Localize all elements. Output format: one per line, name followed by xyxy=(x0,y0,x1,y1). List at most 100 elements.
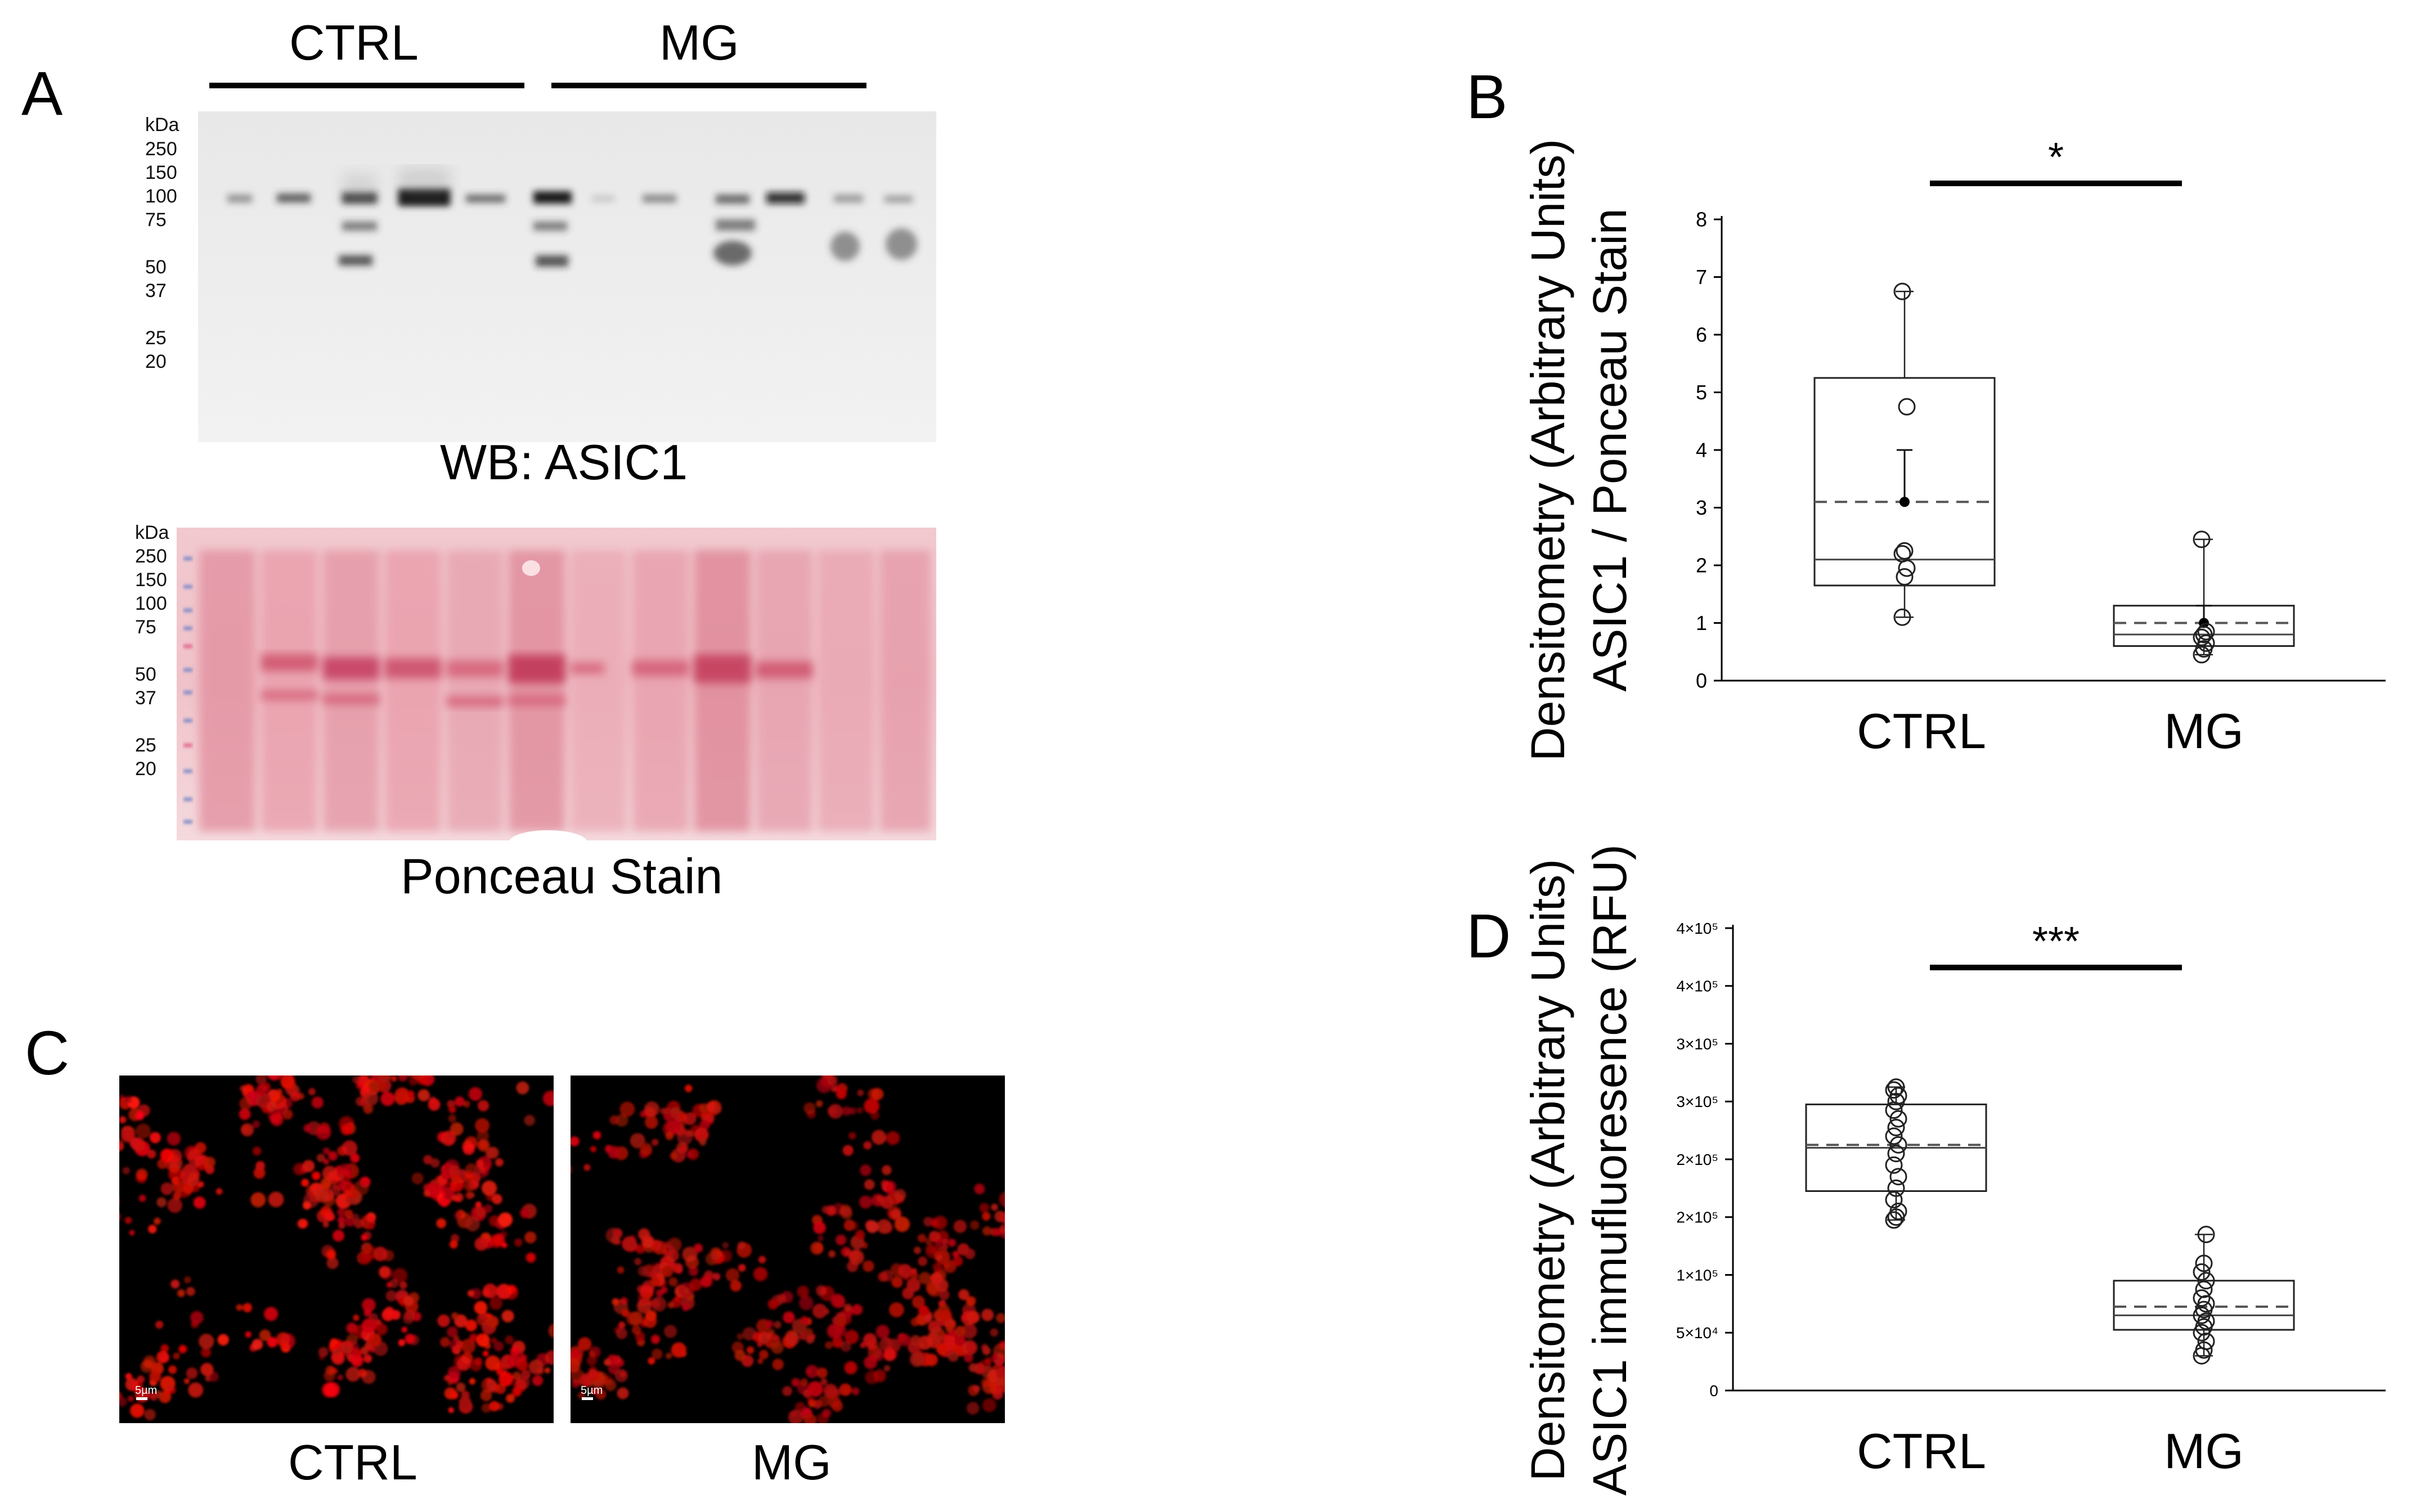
cell-speckle xyxy=(327,1151,338,1161)
cell-speckle xyxy=(841,1207,853,1220)
cell-speckle xyxy=(411,1172,424,1185)
box-rect xyxy=(1813,377,1996,587)
cell-speckle xyxy=(816,1367,828,1379)
western-blot-image xyxy=(198,111,936,442)
cell-speckle xyxy=(489,1297,502,1310)
cell-speckle xyxy=(688,1130,694,1137)
ponceau-marker-75: 75 xyxy=(135,616,156,638)
cell-speckle xyxy=(423,1190,430,1197)
cell-speckle xyxy=(939,1289,950,1300)
cell-speckle xyxy=(641,1235,654,1248)
cell-speckle xyxy=(363,1354,372,1363)
cell-speckle xyxy=(688,1266,699,1276)
cell-speckle xyxy=(341,1344,352,1356)
cell-speckle xyxy=(270,1113,284,1126)
cell-speckle xyxy=(200,1362,214,1376)
cell-speckle xyxy=(195,1142,206,1154)
box-ctrl xyxy=(1805,1078,1987,1229)
cell-speckle xyxy=(807,1381,823,1397)
cell-speckle xyxy=(845,1330,859,1344)
cell-speckle xyxy=(322,1221,329,1228)
data-point xyxy=(1889,1110,1907,1128)
microscopy-image-ctrl: 5µm xyxy=(119,1076,554,1423)
cell-speckle xyxy=(154,1217,161,1225)
cell-speckle xyxy=(243,1303,253,1313)
cell-speckle xyxy=(449,1165,460,1177)
cell-speckle xyxy=(255,1161,266,1171)
cell-speckle xyxy=(689,1278,702,1292)
cell-speckle xyxy=(872,1194,885,1207)
data-point xyxy=(2197,1295,2215,1313)
cell-speckle xyxy=(810,1241,824,1255)
cell-speckle xyxy=(686,1151,693,1158)
cell-speckle xyxy=(786,1332,800,1346)
cell-speckle xyxy=(982,1212,991,1221)
cell-speckle xyxy=(936,1343,948,1355)
y-tick-label: 5×10⁴ xyxy=(1676,1324,1718,1342)
cell-speckle xyxy=(484,1204,493,1213)
cell-speckle xyxy=(776,1294,787,1304)
cell-speckle xyxy=(337,1146,348,1156)
y-axis-label-line: ASIC1 immufluoresence (RFU) xyxy=(1583,844,1636,1496)
cell-speckle xyxy=(938,1309,951,1321)
cell-speckle xyxy=(183,1276,191,1284)
cell-speckle xyxy=(168,1386,176,1394)
cell-speckle xyxy=(413,1076,421,1080)
cell-speckle xyxy=(402,1312,415,1325)
cell-speckle xyxy=(617,1387,629,1400)
cell-speckle xyxy=(771,1341,784,1354)
cell-speckle xyxy=(338,1216,345,1224)
cell-speckle xyxy=(469,1378,476,1385)
cell-speckle xyxy=(122,1167,131,1174)
cell-speckle xyxy=(842,1106,851,1116)
chart-d: Densitometry (Arbitrary Units) ASIC1 immu… xyxy=(1521,844,2386,1496)
cell-speckle xyxy=(542,1090,554,1106)
cell-speckle xyxy=(372,1246,388,1262)
scale-bar-label-mg: 5µm xyxy=(581,1384,603,1397)
wb-kda-unit: kDa xyxy=(145,114,179,136)
cell-speckle xyxy=(481,1180,497,1196)
cell-speckle xyxy=(385,1290,397,1302)
cell-speckle xyxy=(368,1223,375,1230)
cell-speckle xyxy=(762,1336,769,1344)
cell-speckle xyxy=(964,1248,976,1259)
cell-speckle xyxy=(119,1397,127,1407)
cell-speckle xyxy=(635,1244,645,1254)
cell-speckle xyxy=(637,1266,649,1277)
cell-speckle xyxy=(430,1158,440,1168)
data-point xyxy=(2197,1226,2215,1244)
y-tick-label: 0 xyxy=(1709,1382,1718,1400)
x-category-label: MG xyxy=(2164,1423,2244,1479)
x-category-label: CTRL xyxy=(1857,1423,1986,1479)
cell-speckle xyxy=(477,1130,490,1142)
cell-speckle xyxy=(982,1226,992,1236)
cell-speckle xyxy=(725,1268,740,1282)
box-ctrl xyxy=(1813,282,1996,626)
cell-speckle xyxy=(840,1341,851,1352)
y-tick-label: 4 xyxy=(1696,439,1707,462)
panel-letter-a: A xyxy=(21,59,63,128)
cell-speckle xyxy=(459,1169,466,1176)
cell-speckle xyxy=(594,1380,604,1390)
cell-speckle xyxy=(217,1334,229,1346)
cell-speckle xyxy=(474,1300,488,1315)
cell-speckle xyxy=(991,1203,998,1211)
data-point xyxy=(2197,1272,2215,1290)
cell-speckle xyxy=(199,1333,214,1349)
cell-speckle xyxy=(799,1331,808,1340)
cell-speckle xyxy=(909,1352,925,1367)
cell-speckle xyxy=(968,1363,978,1372)
cell-speckle xyxy=(351,1354,363,1367)
cell-speckle xyxy=(239,1097,253,1110)
cell-speckle xyxy=(643,1314,657,1328)
cell-speckle xyxy=(645,1115,658,1129)
data-point xyxy=(2193,1289,2211,1307)
cell-speckle xyxy=(961,1311,976,1326)
cell-speckle xyxy=(897,1264,913,1279)
cell-speckle xyxy=(524,1231,537,1244)
cell-speckle xyxy=(516,1081,529,1095)
cell-speckle xyxy=(363,1091,379,1106)
cell-speckle xyxy=(667,1113,683,1130)
ponceau-marker-250: 250 xyxy=(135,546,167,567)
cell-speckle xyxy=(183,1184,194,1194)
